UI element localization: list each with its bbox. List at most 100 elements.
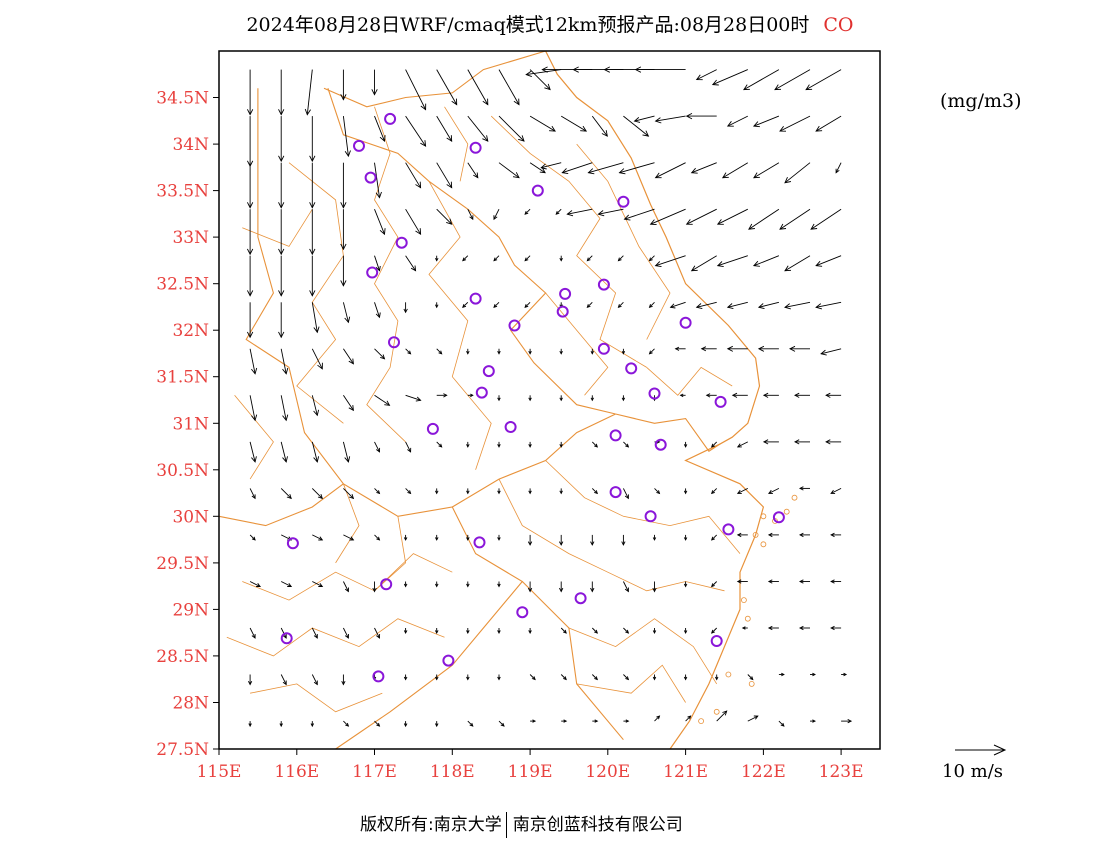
wind-vector — [743, 69, 780, 91]
wind-arrow-head — [340, 94, 347, 101]
wind-vector — [683, 534, 688, 541]
wind-arrow-shaft — [727, 301, 748, 308]
wind-arrow-shaft — [436, 69, 458, 105]
wind-arrow-shaft — [342, 581, 349, 592]
lat-tick-label: 34.5N — [156, 89, 209, 109]
wind-arrow-head — [695, 74, 703, 81]
wind-arrow-shaft — [815, 255, 842, 267]
wind-vector — [685, 715, 692, 722]
wind-vector — [436, 393, 448, 398]
wind-arrow-head — [789, 345, 796, 352]
wind-arrow-shaft — [498, 69, 520, 105]
wind-vector — [779, 208, 811, 230]
city-border — [366, 106, 406, 443]
wind-vector — [278, 302, 285, 339]
island — [748, 681, 755, 687]
wind-arrow-shaft — [405, 162, 421, 188]
wind-arrow-head — [524, 257, 529, 262]
wind-vector — [767, 579, 779, 584]
wind-arrow-head — [318, 583, 324, 587]
wind-vector — [497, 348, 501, 355]
wind-arrow-head — [497, 350, 501, 355]
wind-vector — [497, 581, 501, 588]
wind-arrow-head — [384, 400, 391, 406]
wind-vector — [652, 674, 657, 681]
lat-tick-label: 31.5N — [156, 368, 209, 388]
wind-arrow-shaft — [810, 208, 842, 230]
wind-arrow-head — [843, 672, 848, 677]
wind-arrow-head — [726, 121, 734, 127]
wind-arrow-head — [625, 443, 630, 448]
wind-arrow-head — [415, 228, 422, 236]
wind-vector — [403, 628, 408, 634]
wind-arrow-shaft — [655, 115, 686, 122]
wind-arrow-shaft — [374, 302, 380, 318]
wind-vector — [467, 393, 474, 398]
wind-arrow-shaft — [462, 301, 469, 308]
wind-vector — [374, 488, 381, 495]
wind-arrow-head — [559, 257, 563, 262]
wind-arrow-head — [466, 537, 470, 541]
wind-arrow-head — [528, 490, 532, 495]
lat-tick-label: 33.5N — [156, 182, 209, 202]
wind-vector — [249, 488, 256, 500]
wind-vector — [436, 162, 453, 189]
islands — [698, 494, 798, 724]
wind-arrow-head — [371, 89, 378, 96]
wind-arrow-head — [512, 172, 520, 179]
wind-arrow-head — [716, 219, 724, 225]
city-border — [428, 181, 492, 470]
city-border — [444, 106, 469, 182]
wind-arrow-head — [757, 303, 765, 310]
wind-arrow-head — [634, 66, 642, 73]
wind-vector — [736, 579, 748, 584]
wind-vector — [529, 115, 556, 132]
wind-vector — [343, 488, 355, 500]
wind-vector — [621, 348, 626, 355]
wind-vector — [778, 672, 785, 677]
wind-arrow-shaft — [618, 301, 624, 308]
wind-arrow-head — [716, 261, 724, 268]
wind-arrow-head — [500, 722, 505, 727]
wind-arrow-shaft — [598, 208, 624, 215]
wind-arrow-shaft — [374, 534, 380, 541]
station-marker — [286, 537, 299, 550]
wind-arrow-shaft — [374, 162, 380, 198]
wind-arrow-shaft — [405, 69, 427, 110]
wind-vector — [279, 721, 283, 728]
station-marker — [366, 266, 379, 279]
wind-vector — [280, 395, 289, 422]
wind-arrow-head — [482, 98, 489, 106]
station-marker — [617, 195, 630, 208]
wind-vector — [798, 579, 810, 584]
wind-arrow-head — [446, 135, 453, 142]
lat-tick-label: 31N — [172, 414, 209, 434]
station-marker — [280, 632, 293, 645]
station-marker — [384, 112, 397, 125]
wind-arrow-shaft — [655, 255, 686, 267]
wind-arrow-head — [341, 680, 346, 686]
wind-arrow-head — [812, 719, 817, 723]
wind-arrow-head — [497, 676, 501, 681]
station-marker — [559, 287, 572, 300]
wind-vector — [405, 255, 417, 272]
wind-arrow-head — [469, 722, 474, 727]
monitoring-stations — [280, 112, 785, 683]
wind-arrow-shaft — [249, 581, 261, 587]
wind-vector — [590, 581, 595, 593]
wind-arrow-shaft — [311, 302, 318, 333]
wind-arrow-shaft — [747, 674, 754, 680]
wind-arrow-head — [690, 167, 698, 174]
wind-arrow-head — [541, 66, 548, 73]
wind-arrow-head — [798, 486, 804, 491]
wind-arrow-shaft — [249, 348, 256, 374]
wind-vector — [794, 392, 810, 398]
wind-arrow-head — [345, 722, 350, 727]
wind-vector — [623, 441, 630, 448]
wind-vector — [529, 162, 546, 174]
wind-vector — [312, 534, 324, 541]
wind-vector — [280, 581, 293, 587]
wind-vector — [310, 721, 315, 728]
wind-arrow-head — [282, 414, 289, 422]
lat-tick-label: 33N — [172, 228, 209, 248]
